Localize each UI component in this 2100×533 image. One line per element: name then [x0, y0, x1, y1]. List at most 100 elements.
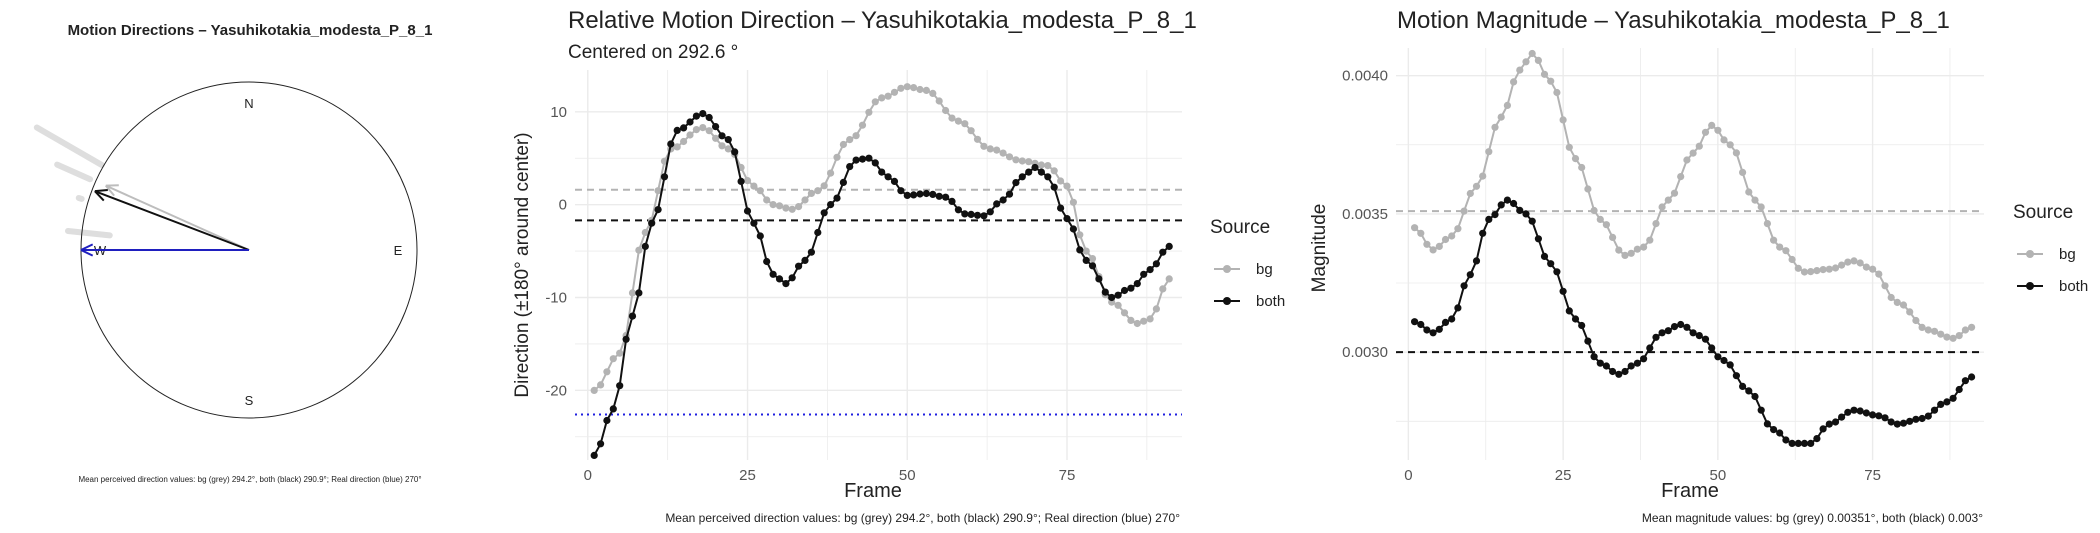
data-point-bg	[1708, 121, 1716, 129]
data-point-bg	[993, 146, 1001, 154]
data-point-both	[1082, 256, 1090, 264]
data-point-both	[635, 289, 643, 297]
compass-faint-trace	[75, 194, 85, 202]
series-line-bg	[1413, 51, 1972, 340]
data-point-both	[1460, 282, 1468, 290]
data-point-bg	[839, 140, 848, 149]
data-point-bg	[1862, 263, 1870, 271]
data-point-both	[788, 274, 796, 282]
data-point-both	[750, 219, 758, 227]
data-point-bg	[827, 169, 835, 177]
data-point-both	[1012, 179, 1020, 187]
data-point-bg	[942, 106, 950, 115]
data-point-bg	[782, 204, 790, 212]
data-point-both	[1031, 163, 1039, 172]
data-point-bg	[903, 83, 911, 91]
data-point-both	[1565, 307, 1573, 315]
data-point-both	[795, 262, 803, 270]
data-point-bg	[788, 205, 796, 213]
data-point-both	[1869, 411, 1877, 419]
data-point-bg	[871, 98, 879, 106]
data-point-both	[712, 123, 720, 131]
x-tick-label: 50	[899, 467, 916, 484]
x-tick-label: 75	[1864, 467, 1881, 484]
data-point-both	[1955, 385, 1963, 394]
data-point-bg	[1695, 142, 1703, 150]
data-point-bg	[1063, 182, 1071, 190]
data-point-bg	[1165, 275, 1173, 283]
data-point-bg	[1949, 334, 1957, 342]
data-point-bg	[756, 187, 764, 195]
data-point-both	[1417, 320, 1425, 329]
data-point-both	[654, 206, 662, 214]
data-point-bg	[1856, 259, 1864, 267]
data-point-both	[1114, 291, 1122, 299]
data-point-bg	[1930, 327, 1939, 335]
data-point-bg	[718, 142, 726, 150]
data-point-bg	[1850, 257, 1858, 265]
data-point-both	[1602, 362, 1610, 370]
data-point-both	[1856, 407, 1864, 415]
series-line-both	[593, 112, 1170, 456]
data-point-both	[1120, 286, 1129, 295]
y-tick-label: -10	[545, 290, 567, 307]
data-point-both	[1881, 414, 1889, 422]
data-point-both	[986, 208, 994, 216]
data-point-bg	[1460, 207, 1468, 215]
data-point-both	[1862, 409, 1870, 417]
data-point-bg	[1646, 236, 1654, 244]
data-point-bg	[1547, 77, 1555, 85]
data-point-both	[1627, 362, 1635, 370]
data-point-bg	[692, 126, 701, 134]
data-point-bg	[1559, 116, 1567, 124]
data-point-both	[1930, 406, 1939, 414]
y-tick-label: 0.0035	[1342, 206, 1388, 223]
data-point-bg	[1621, 251, 1629, 259]
data-point-both	[1063, 215, 1071, 223]
data-point-bg	[1881, 282, 1889, 290]
data-point-bg	[597, 381, 605, 389]
data-point-both	[820, 209, 828, 217]
data-point-bg	[1146, 315, 1154, 323]
data-point-both	[616, 382, 624, 390]
series-line-both	[1414, 198, 1973, 445]
data-point-both	[1968, 373, 1976, 381]
data-point-both	[756, 232, 764, 240]
data-point-both	[648, 219, 656, 227]
data-point-bg	[1553, 88, 1561, 97]
data-point-both	[1516, 206, 1524, 214]
data-point-both	[1887, 418, 1895, 426]
direction-legend: Source bg both	[1210, 217, 1285, 310]
data-point-both	[1596, 359, 1604, 367]
data-point-both	[1590, 353, 1598, 361]
data-point-both	[1152, 260, 1160, 268]
data-point-both	[1584, 337, 1592, 345]
data-point-bg	[1497, 113, 1505, 121]
data-point-both	[1140, 270, 1148, 278]
data-point-both	[973, 211, 982, 219]
data-point-both	[1609, 367, 1617, 376]
x-tick-label: 75	[1059, 467, 1076, 484]
data-point-both	[1435, 325, 1443, 333]
data-point-both	[884, 173, 892, 181]
data-point-bg	[1745, 188, 1753, 196]
data-point-both	[833, 194, 841, 202]
data-point-both	[699, 110, 707, 118]
data-point-bg	[858, 121, 867, 129]
data-point-both	[737, 177, 745, 185]
direction-plot-area: 0 25 50 75 -20 -10 0 10	[545, 70, 1182, 484]
data-point-bg	[922, 86, 931, 94]
data-point-bg	[1441, 235, 1450, 244]
legend-title: Source	[1210, 217, 1270, 238]
data-point-both	[1165, 242, 1173, 250]
data-point-both	[846, 163, 854, 171]
data-point-both	[1701, 335, 1710, 343]
magnitude-panel: Motion Magnitude – Yasuhikotakia_modesta…	[1309, 7, 2088, 525]
data-point-bg	[986, 145, 994, 153]
data-point-bg	[1633, 245, 1641, 253]
series-both	[1411, 196, 1976, 447]
data-point-bg	[1831, 264, 1840, 272]
data-point-both	[1640, 355, 1648, 363]
magnitude-title: Motion Magnitude – Yasuhikotakia_modesta…	[1397, 7, 1950, 34]
legend-item-both: both	[2017, 278, 2088, 295]
